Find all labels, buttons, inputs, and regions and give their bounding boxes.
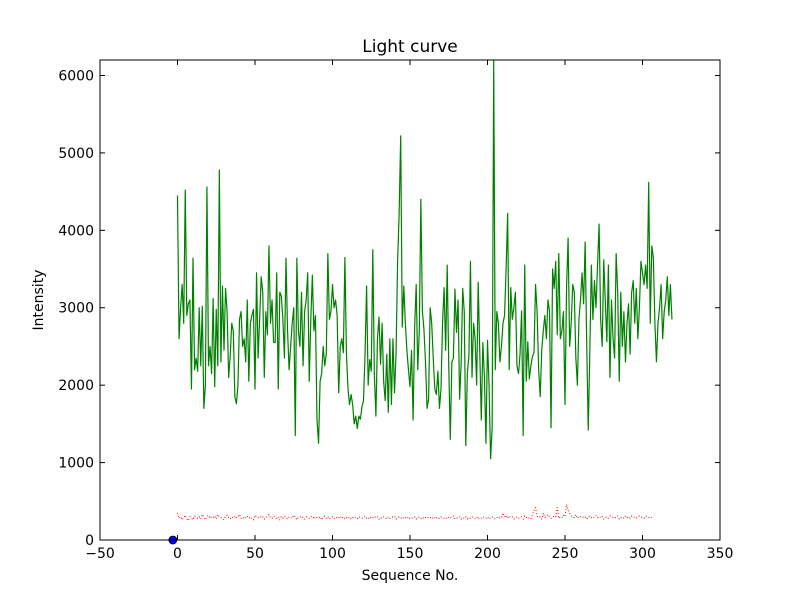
x-tick-label: 0: [173, 546, 182, 562]
x-tick-label: −50: [85, 546, 115, 562]
x-tick-label: 100: [319, 546, 346, 562]
y-tick-label: 4000: [58, 223, 94, 239]
y-tick-label: 2000: [58, 378, 94, 394]
x-axis-label: Sequence No.: [362, 568, 459, 584]
y-axis-label: Intensity: [31, 270, 47, 331]
chart-title: Light curve: [362, 37, 457, 57]
series-2-line: [177, 503, 654, 522]
series-1-line: [176, 59, 673, 460]
x-tick-label: 50: [246, 546, 264, 562]
y-tick-label: 6000: [58, 68, 94, 84]
x-tick-label: 200: [474, 546, 501, 562]
y-tick-label: 1000: [58, 456, 94, 472]
x-tick-label: 250: [552, 546, 579, 562]
x-tick-label: 300: [629, 546, 656, 562]
y-tick-label: 5000: [58, 146, 94, 162]
x-tick-label: 150: [397, 546, 424, 562]
x-tick-label: 350: [707, 546, 734, 562]
y-tick-label: 3000: [58, 301, 94, 317]
ticks-layer: −50 0 50 100 150 200 250 300 3500100020003000400…: [58, 60, 733, 562]
y-tick-label: 0: [85, 533, 94, 549]
